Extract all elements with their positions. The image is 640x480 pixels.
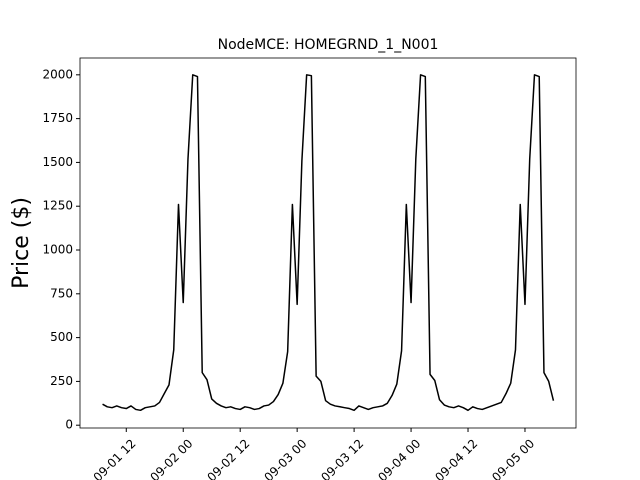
y-axis-label: Price ($) xyxy=(9,197,34,289)
y-tick-label: 500 xyxy=(50,330,73,344)
chart-title: NodeMCE: HOMEGRND_1_N001 xyxy=(218,37,439,53)
y-tick-label: 1500 xyxy=(42,155,73,169)
y-tick-label: 250 xyxy=(50,374,73,388)
y-tick-label: 1000 xyxy=(42,243,73,257)
y-tick-label: 2000 xyxy=(42,67,73,81)
y-tick-label: 1750 xyxy=(42,111,73,125)
price-line xyxy=(102,74,555,412)
y-tick-label: 0 xyxy=(65,418,73,432)
plot-frame xyxy=(79,57,577,429)
y-tick-label: 750 xyxy=(50,286,73,300)
y-tick-label: 1250 xyxy=(42,199,73,213)
